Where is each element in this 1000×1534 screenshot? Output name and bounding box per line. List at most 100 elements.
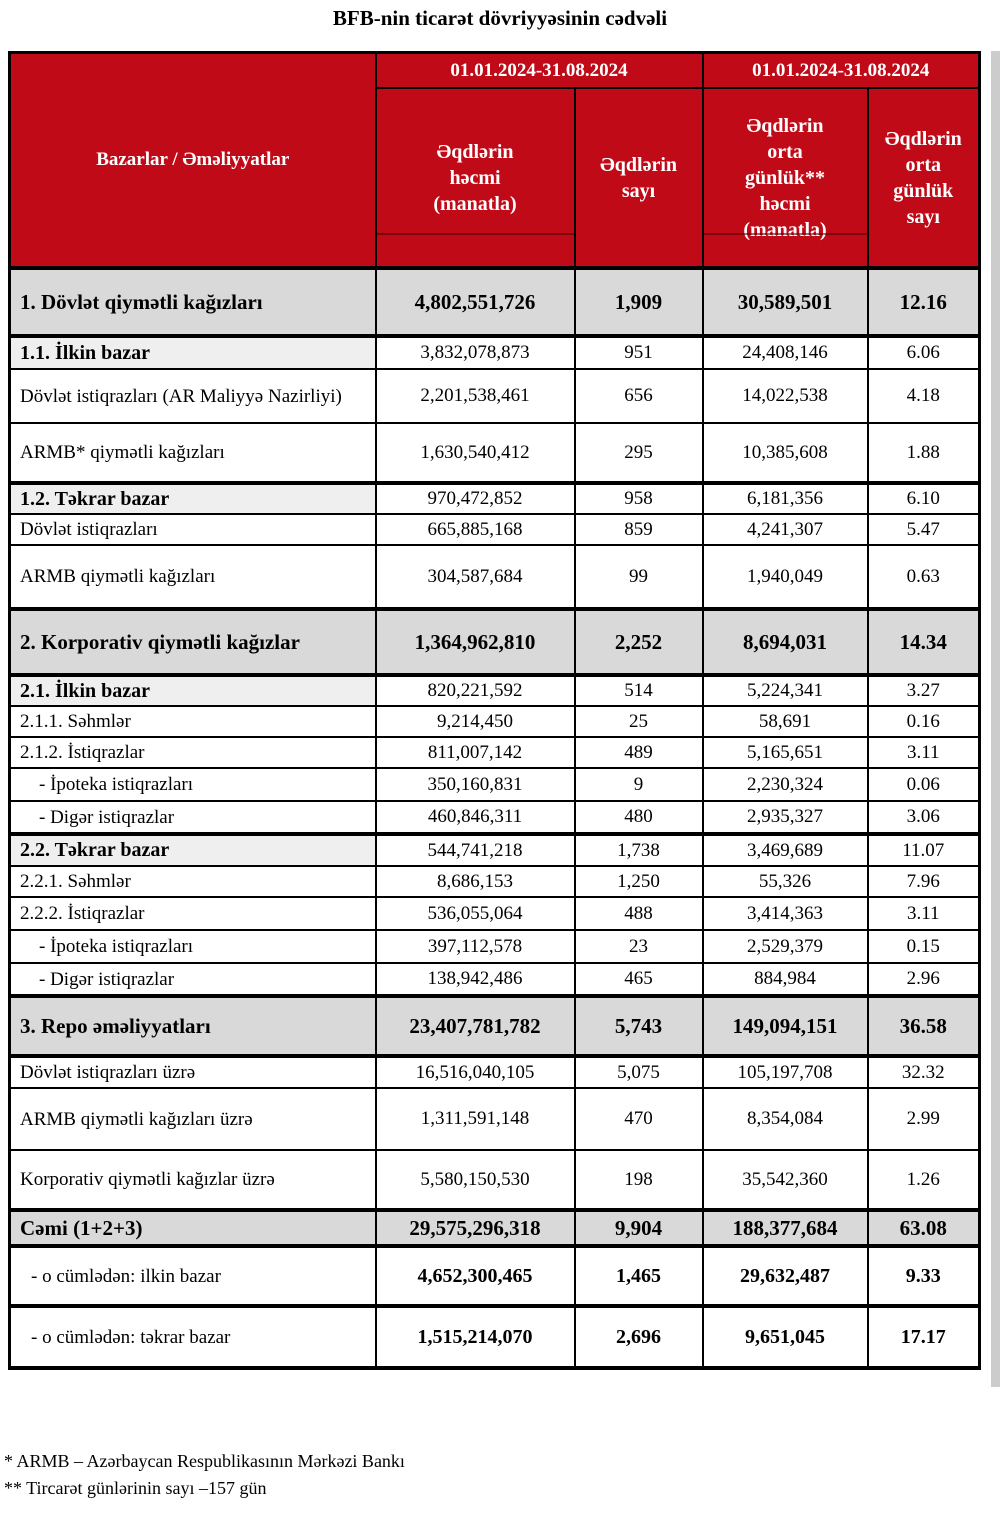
- row-value: 6.10: [866, 481, 981, 515]
- row-value: 2.96: [866, 962, 981, 997]
- row-value: 0.63: [866, 544, 981, 610]
- table-row: 1.2. Təkrar bazar 970,472,852 958 6,181,356…: [8, 481, 981, 515]
- row-value: 63.08: [866, 1208, 981, 1248]
- row-value: 665,885,168: [374, 513, 576, 546]
- row-label: - İpoteka istiqrazları: [8, 767, 377, 802]
- row-value: 30,589,501: [701, 266, 869, 338]
- table-row: - İpoteka istiqrazları 350,160,831 9 2,230,…: [8, 767, 981, 802]
- row-label: 2.2.1. Səhmlər: [8, 865, 377, 898]
- table-row: ARMB qiymətli kağızları üzrə 1,311,591,14…: [8, 1087, 981, 1151]
- table-row: Dövlət istiqrazları (AR Maliyyə Nazirliy…: [8, 368, 981, 424]
- table-row: Dövlət istiqrazları üzrə 16,516,040,105 5,…: [8, 1055, 981, 1089]
- row-value: 2,252: [573, 607, 704, 677]
- row-label: - o cümlədən: təkrar bazar: [8, 1304, 377, 1370]
- row-label: - İpoteka istiqrazları: [8, 929, 377, 964]
- row-value: 1.88: [866, 422, 981, 484]
- table-row: 2.1.2. İstiqrazlar 811,007,142 489 5,165,65…: [8, 736, 981, 769]
- column-header-row: Əqdlərin həcmi (manatla) Əqdlərin sayı Ə…: [10, 87, 981, 269]
- row-label: 2.2.2. İstiqrazlar: [8, 896, 377, 931]
- row-value: 656: [573, 368, 704, 424]
- table-row: 1. Dövlət qiymətli kağızları 4,802,551,72…: [8, 266, 981, 338]
- turnover-table: Bazarlar / Əməliyyatlar 01.01.2024-31.08…: [8, 51, 982, 1370]
- row-value: 1,311,591,148: [374, 1087, 576, 1151]
- row-label: Korporativ qiymətli kağızlar üzrə: [8, 1149, 377, 1211]
- row-value: 9,214,450: [374, 705, 576, 738]
- row-value: 1,465: [573, 1244, 704, 1308]
- row-value: 5,743: [573, 994, 704, 1058]
- column-header-count: Əqdlərin sayı: [573, 87, 704, 269]
- table-row: 2.2.2. İstiqrazlar 536,055,064 488 3,414,36…: [8, 896, 981, 931]
- table-row: 2.1.1. Səhmlər 9,214,450 25 58,691 0.16: [8, 705, 981, 738]
- row-value: 811,007,142: [374, 736, 576, 769]
- table-row: 3. Repo əməliyyatları 23,407,781,782 5,743…: [8, 994, 981, 1058]
- row-value: 3.11: [866, 896, 981, 931]
- column-header-avg-count: Əqdlərin orta günlük sayı: [866, 87, 981, 269]
- row-value: 2.99: [866, 1087, 981, 1151]
- row-value: 5,224,341: [701, 673, 869, 707]
- row-value: 859: [573, 513, 704, 546]
- row-value: 2,529,379: [701, 929, 869, 964]
- row-value: 0.16: [866, 705, 981, 738]
- row-value: 3,832,078,873: [374, 334, 576, 370]
- row-value: 3.06: [866, 800, 981, 835]
- row-value: 3.11: [866, 736, 981, 769]
- row-value: 2,230,324: [701, 767, 869, 802]
- row-value: 820,221,592: [374, 673, 576, 707]
- column-header-volume: Əqdlərin həcmi (manatla): [374, 87, 576, 269]
- column-header-avg-volume: Əqdlərin orta günlük** həcmi (manatla): [701, 87, 869, 269]
- row-value: 1,940,049: [701, 544, 869, 610]
- row-value: 295: [573, 422, 704, 484]
- table-row: - İpoteka istiqrazları 397,112,578 23 2,529…: [8, 929, 981, 964]
- row-value: 6.06: [866, 334, 981, 370]
- row-value: 1,364,962,810: [374, 607, 576, 677]
- row-value: 9: [573, 767, 704, 802]
- row-value: 958: [573, 481, 704, 515]
- row-value: 12.16: [866, 266, 981, 338]
- row-label: 1. Dövlət qiymətli kağızları: [8, 266, 377, 338]
- row-value: 29,575,296,318: [374, 1208, 576, 1248]
- row-value: 25: [573, 705, 704, 738]
- row-value: 198: [573, 1149, 704, 1211]
- row-value: 8,354,084: [701, 1087, 869, 1151]
- row-value: 17.17: [866, 1304, 981, 1370]
- row-value: 884,984: [701, 962, 869, 997]
- row-value: 1,250: [573, 865, 704, 898]
- row-label: Dövlət istiqrazları (AR Maliyyə Nazirliy…: [8, 368, 377, 424]
- row-label: 1.2. Təkrar bazar: [8, 481, 377, 515]
- footnote-trading-days: ** Tircarət günlərinin sayı –157 gün: [4, 1478, 267, 1498]
- period-header-2: 01.01.2024-31.08.2024: [701, 51, 981, 89]
- row-value: 11.07: [866, 832, 981, 867]
- row-label: 1.1. İlkin bazar: [8, 334, 377, 370]
- row-value: 544,741,218: [374, 832, 576, 867]
- row-value: 8,686,153: [374, 865, 576, 898]
- table-row: - Digər istiqrazlar 138,942,486 465 884,984…: [8, 962, 981, 997]
- row-value: 55,326: [701, 865, 869, 898]
- row-value: 5,580,150,530: [374, 1149, 576, 1211]
- row-value: 14,022,538: [701, 368, 869, 424]
- row-value: 188,377,684: [701, 1208, 869, 1248]
- row-value: 9,904: [573, 1208, 704, 1248]
- footnote-armb: * ARMB – Azərbaycan Respublikasının Mərk…: [4, 1451, 405, 1471]
- row-label: ARMB* qiymətli kağızları: [8, 422, 377, 484]
- row-value: 5.47: [866, 513, 981, 546]
- row-value: 350,160,831: [374, 767, 576, 802]
- row-value: 6,181,356: [701, 481, 869, 515]
- footnotes: * ARMB – Azərbaycan Respublikasının Mərk…: [4, 1448, 405, 1502]
- row-value: 1,630,540,412: [374, 422, 576, 484]
- table-row: 2. Korporativ qiymətli kağızlar 1,364,962…: [8, 607, 981, 677]
- row-value: 304,587,684: [374, 544, 576, 610]
- row-value: 4,802,551,726: [374, 266, 576, 338]
- table-row: 2.2. Təkrar bazar 544,741,218 1,738 3,469,6…: [8, 832, 981, 867]
- row-value: 9,651,045: [701, 1304, 869, 1370]
- row-label: 2.1.1. Səhmlər: [8, 705, 377, 738]
- page-edge-strip: [991, 51, 1000, 1387]
- row-value: 3,414,363: [701, 896, 869, 931]
- row-label: - o cümlədən: ilkin bazar: [8, 1244, 377, 1308]
- row-value: 10,385,608: [701, 422, 869, 484]
- row-value: 4,241,307: [701, 513, 869, 546]
- row-value: 5,165,651: [701, 736, 869, 769]
- period-header-row: Bazarlar / Əməliyyatlar 01.01.2024-31.08…: [8, 51, 981, 269]
- row-label: Cəmi (1+2+3): [8, 1208, 377, 1248]
- table-row: Dövlət istiqrazları 665,885,168 859 4,241,3…: [8, 513, 981, 546]
